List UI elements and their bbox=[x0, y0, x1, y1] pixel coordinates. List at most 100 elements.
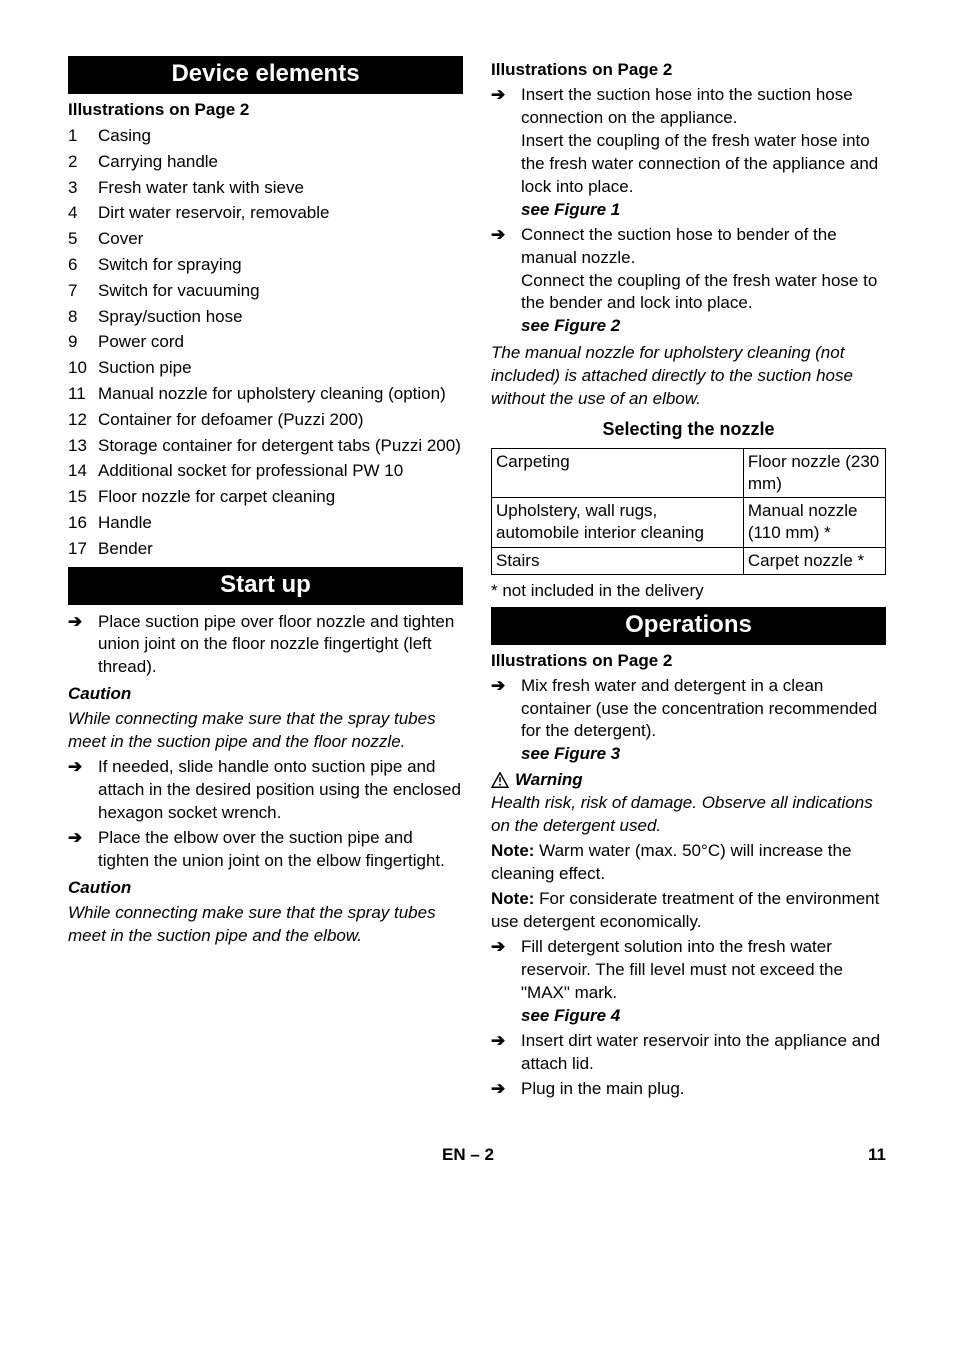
item-text: Fresh water tank with sieve bbox=[98, 176, 304, 200]
warning-text: Health risk, risk of damage. Observe all… bbox=[491, 792, 886, 838]
item-text: Power cord bbox=[98, 330, 184, 354]
list-item: ➔ Insert the suction hose into the sucti… bbox=[491, 84, 886, 222]
page-footer: EN – 2 11 bbox=[68, 1145, 886, 1165]
manual-nozzle-note: The manual nozzle for upholstery cleanin… bbox=[491, 342, 886, 411]
list-item: 8Spray/suction hose bbox=[68, 305, 463, 329]
see-figure-ref: see Figure 4 bbox=[521, 1006, 620, 1025]
list-item: 13Storage container for detergent tabs (… bbox=[68, 434, 463, 458]
list-item: 3Fresh water tank with sieve bbox=[68, 176, 463, 200]
arrow-icon: ➔ bbox=[491, 224, 521, 339]
arrow-icon: ➔ bbox=[491, 84, 521, 222]
list-item: ➔ Fill detergent solution into the fresh… bbox=[491, 936, 886, 1028]
step-text: Connect the coupling of the fresh water … bbox=[521, 271, 877, 313]
arrow-icon: ➔ bbox=[68, 827, 98, 873]
note-label: Note: bbox=[491, 889, 534, 908]
see-figure-ref: see Figure 3 bbox=[521, 744, 620, 763]
list-item: 1Casing bbox=[68, 124, 463, 148]
table-footnote: * not included in the delivery bbox=[491, 581, 886, 601]
device-elements-list: 1Casing 2Carrying handle 3Fresh water ta… bbox=[68, 124, 463, 561]
arrow-icon: ➔ bbox=[491, 675, 521, 767]
step-text: Mix fresh water and detergent in a clean… bbox=[521, 676, 877, 741]
caution-text: While connecting make sure that the spra… bbox=[68, 708, 463, 754]
item-text: Storage container for detergent tabs (Pu… bbox=[98, 434, 461, 458]
item-number: 9 bbox=[68, 330, 98, 354]
warning-line: Warning bbox=[491, 770, 886, 790]
step-text: Fill detergent solution into the fresh w… bbox=[521, 937, 843, 1002]
illustrations-heading-left: Illustrations on Page 2 bbox=[68, 100, 463, 120]
item-text: Casing bbox=[98, 124, 151, 148]
table-cell: Manual nozzle (110 mm) * bbox=[743, 498, 885, 547]
two-column-layout: Device elements Illustrations on Page 2 … bbox=[68, 56, 886, 1105]
table-row: Upholstery, wall rugs, automobile interi… bbox=[492, 498, 886, 547]
item-number: 4 bbox=[68, 201, 98, 225]
step-text: Insert dirt water reservoir into the app… bbox=[521, 1030, 886, 1076]
note-text: For considerate treatment of the environ… bbox=[491, 889, 879, 931]
item-number: 5 bbox=[68, 227, 98, 251]
item-text: Handle bbox=[98, 511, 152, 535]
step-text: If needed, slide handle onto suction pip… bbox=[98, 756, 463, 825]
item-text: Manual nozzle for upholstery cleaning (o… bbox=[98, 382, 446, 406]
item-number: 1 bbox=[68, 124, 98, 148]
step-body: Mix fresh water and detergent in a clean… bbox=[521, 675, 886, 767]
step-body: Connect the suction hose to bender of th… bbox=[521, 224, 886, 339]
illustrations-heading-right: Illustrations on Page 2 bbox=[491, 60, 886, 80]
item-text: Switch for spraying bbox=[98, 253, 242, 277]
arrow-icon: ➔ bbox=[68, 611, 98, 680]
step-text: Place suction pipe over floor nozzle and… bbox=[98, 611, 463, 680]
operations-list: ➔ Fill detergent solution into the fresh… bbox=[491, 936, 886, 1101]
list-item: 16Handle bbox=[68, 511, 463, 535]
list-item: ➔Plug in the main plug. bbox=[491, 1078, 886, 1101]
table-cell: Upholstery, wall rugs, automobile interi… bbox=[492, 498, 744, 547]
arrow-icon: ➔ bbox=[68, 756, 98, 825]
item-number: 6 bbox=[68, 253, 98, 277]
list-item: 15Floor nozzle for carpet cleaning bbox=[68, 485, 463, 509]
table-cell: Floor nozzle (230 mm) bbox=[743, 449, 885, 498]
illustrations-heading-ops: Illustrations on Page 2 bbox=[491, 651, 886, 671]
selecting-nozzle-header: Selecting the nozzle bbox=[491, 419, 886, 440]
list-item: ➔Insert dirt water reservoir into the ap… bbox=[491, 1030, 886, 1076]
startup-step-list: ➔If needed, slide handle onto suction pi… bbox=[68, 756, 463, 873]
list-item: ➔If needed, slide handle onto suction pi… bbox=[68, 756, 463, 825]
item-text: Container for defoamer (Puzzi 200) bbox=[98, 408, 364, 432]
caution-label: Caution bbox=[68, 683, 463, 706]
list-item: 14Additional socket for professional PW … bbox=[68, 459, 463, 483]
item-number: 13 bbox=[68, 434, 98, 458]
step-text: Place the elbow over the suction pipe an… bbox=[98, 827, 463, 873]
nozzle-table: Carpeting Floor nozzle (230 mm) Upholste… bbox=[491, 448, 886, 574]
item-text: Spray/suction hose bbox=[98, 305, 243, 329]
warning-triangle-icon bbox=[491, 772, 509, 788]
note-label: Note: bbox=[491, 841, 534, 860]
item-number: 8 bbox=[68, 305, 98, 329]
step-text: Insert the coupling of the fresh water h… bbox=[521, 131, 878, 196]
list-item: ➔ Connect the suction hose to bender of … bbox=[491, 224, 886, 339]
table-row: Carpeting Floor nozzle (230 mm) bbox=[492, 449, 886, 498]
list-item: 2Carrying handle bbox=[68, 150, 463, 174]
list-item: ➔ Mix fresh water and detergent in a cle… bbox=[491, 675, 886, 767]
step-text: Plug in the main plug. bbox=[521, 1078, 886, 1101]
device-elements-header: Device elements bbox=[68, 56, 463, 94]
list-item: 10Suction pipe bbox=[68, 356, 463, 380]
item-number: 14 bbox=[68, 459, 98, 483]
list-item: 9Power cord bbox=[68, 330, 463, 354]
see-figure-ref: see Figure 1 bbox=[521, 200, 620, 219]
list-item: 4Dirt water reservoir, removable bbox=[68, 201, 463, 225]
list-item: 5Cover bbox=[68, 227, 463, 251]
note-text: Warm water (max. 50°C) will increase the… bbox=[491, 841, 851, 883]
list-item: ➔Place suction pipe over floor nozzle an… bbox=[68, 611, 463, 680]
step-text: Connect the suction hose to bender of th… bbox=[521, 225, 837, 267]
note-line: Note: Warm water (max. 50°C) will increa… bbox=[491, 840, 886, 886]
footer-center: EN – 2 bbox=[442, 1145, 494, 1165]
instruction-list: ➔ Insert the suction hose into the sucti… bbox=[491, 84, 886, 338]
list-item: 12Container for defoamer (Puzzi 200) bbox=[68, 408, 463, 432]
item-number: 15 bbox=[68, 485, 98, 509]
operations-list: ➔ Mix fresh water and detergent in a cle… bbox=[491, 675, 886, 767]
item-number: 17 bbox=[68, 537, 98, 561]
see-figure-ref: see Figure 2 bbox=[521, 316, 620, 335]
arrow-icon: ➔ bbox=[491, 936, 521, 1028]
item-text: Bender bbox=[98, 537, 153, 561]
left-column: Device elements Illustrations on Page 2 … bbox=[68, 56, 463, 1105]
item-text: Additional socket for professional PW 10 bbox=[98, 459, 403, 483]
table-cell: Carpeting bbox=[492, 449, 744, 498]
table-cell: Stairs bbox=[492, 547, 744, 574]
table-row: Stairs Carpet nozzle * bbox=[492, 547, 886, 574]
